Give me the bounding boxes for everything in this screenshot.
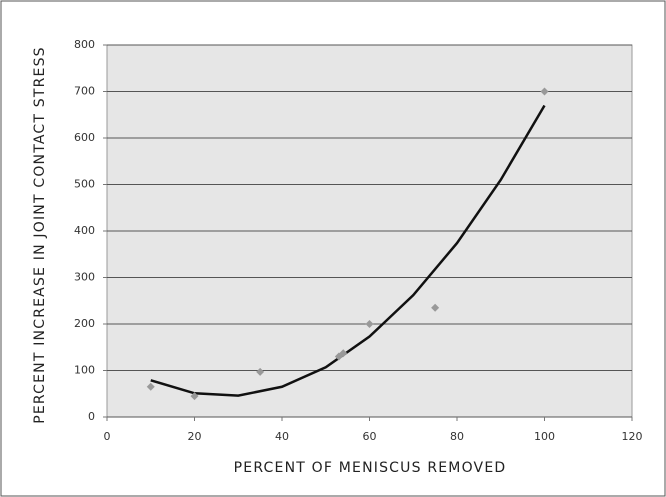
x-tick-label: 120 <box>622 430 643 443</box>
x-tick-label: 60 <box>363 430 377 443</box>
x-tick-label: 80 <box>450 430 464 443</box>
point <box>256 367 265 376</box>
y-tick-label: 700 <box>74 85 95 98</box>
point <box>190 392 199 401</box>
y-tick-label: 500 <box>74 178 95 191</box>
x-tick-label: 0 <box>104 430 111 443</box>
y-tick-label: 600 <box>74 131 95 144</box>
point <box>339 349 348 358</box>
y-tick-label: 300 <box>74 271 95 284</box>
y-tick-label: 400 <box>74 224 95 237</box>
point <box>540 87 549 96</box>
y-tick-label: 0 <box>88 410 95 423</box>
point <box>365 320 374 328</box>
trendline <box>150 104 546 397</box>
y-axis-title: PERCENT INCREASE IN JOINT CONTACT STRESS <box>32 46 48 424</box>
point <box>146 382 155 391</box>
y-tick-label: 100 <box>74 364 95 377</box>
x-axis-title: PERCENT OF MENISCUS REMOVED <box>234 460 507 476</box>
y-tick-label: 800 <box>74 38 95 51</box>
y-tick-label: 200 <box>74 317 95 330</box>
x-tick-label: 100 <box>534 430 555 443</box>
x-tick-label: 20 <box>188 430 202 443</box>
x-tick-label: 40 <box>275 430 289 443</box>
point <box>431 303 440 312</box>
